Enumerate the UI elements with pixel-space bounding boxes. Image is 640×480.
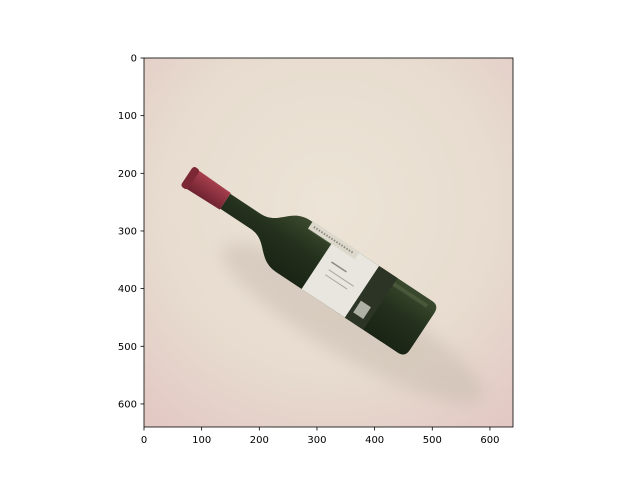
label-text-line <box>325 274 348 290</box>
x-tick-label: 0 <box>141 435 147 446</box>
y-tick-label: 400 <box>118 284 137 295</box>
label-text-line <box>331 261 347 273</box>
y-tick-label: 100 <box>118 111 137 122</box>
photo-image <box>144 58 513 427</box>
y-tick-label: 600 <box>118 399 137 410</box>
x-tick-label: 500 <box>423 435 442 446</box>
x-tick-label: 200 <box>250 435 269 446</box>
x-tick-label: 300 <box>307 435 326 446</box>
x-tick-label: 400 <box>365 435 384 446</box>
y-tick-label: 0 <box>131 54 137 65</box>
x-tick-label: 600 <box>480 435 499 446</box>
wine-bottle <box>181 167 437 355</box>
y-axis: 0 100 200 300 400 500 600 <box>118 54 144 410</box>
bottle-shadow <box>221 242 484 405</box>
y-tick-label: 300 <box>118 226 137 237</box>
x-axis: 0 100 200 300 400 500 600 <box>141 427 499 446</box>
y-tick-label: 200 <box>118 169 137 180</box>
label-emblem <box>353 300 371 319</box>
y-tick-label: 500 <box>118 342 137 353</box>
label-text-line <box>328 269 354 287</box>
bottle-capsule <box>183 169 231 210</box>
axes-frame <box>143 57 514 428</box>
x-tick-label: 100 <box>192 435 211 446</box>
capsule-top <box>181 167 200 190</box>
